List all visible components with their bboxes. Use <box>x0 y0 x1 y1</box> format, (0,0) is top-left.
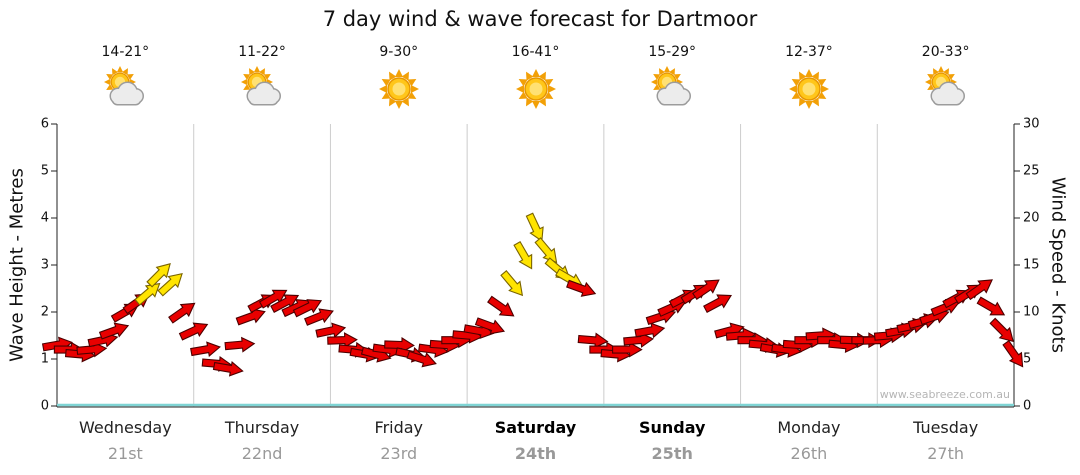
wind-arrow <box>566 279 597 297</box>
wind-arrow <box>612 341 643 358</box>
wind-arrow <box>212 360 244 377</box>
wind-arrow <box>178 322 209 341</box>
wind-arrow <box>487 295 515 317</box>
tick-label-left: 4 <box>40 210 49 226</box>
date-label: 25th <box>651 444 693 463</box>
day-label: Tuesday <box>913 418 979 437</box>
wind-arrow <box>703 294 733 314</box>
tick-label-right: 15 <box>1023 257 1040 273</box>
wind-arrow <box>634 322 666 339</box>
tick-label-left: 1 <box>40 351 49 367</box>
wind-arrow <box>168 302 196 324</box>
temp-range: 9-30° <box>379 44 419 60</box>
temp-range: 12-37° <box>785 44 833 60</box>
partly-cloudy-icon <box>241 66 282 106</box>
tick-label-right: 10 <box>1023 304 1040 320</box>
tick-label-left: 3 <box>40 257 49 273</box>
wind-arrow <box>327 332 358 349</box>
cloud-shape <box>931 83 964 104</box>
sunny-icon <box>378 69 419 109</box>
wind-arrow <box>525 212 544 242</box>
cloud-shape <box>658 83 690 104</box>
day-label: Monday <box>777 418 841 437</box>
temp-range: 11-22° <box>238 44 286 60</box>
sun-shape <box>378 69 419 109</box>
wind-arrow <box>292 299 323 318</box>
wind-arrow <box>270 294 300 314</box>
date-label: 26th <box>790 444 828 463</box>
page-title: 7 day wind & wave forecast for Dartmoor <box>322 7 758 31</box>
partly-cloudy-icon <box>651 66 692 106</box>
wind-arrow <box>989 317 1014 343</box>
wind-arrow <box>406 350 437 368</box>
temp-range: 16-41° <box>511 44 560 60</box>
wind-arrow <box>190 341 221 358</box>
wind-arrow <box>384 337 415 353</box>
cloud-shape <box>248 83 280 104</box>
tick-label-right: 30 <box>1023 116 1040 132</box>
day-label: Friday <box>374 418 424 437</box>
date-label: 27th <box>927 444 965 463</box>
watermark: www.seabreeze.com.au <box>879 388 1010 401</box>
day-label: Saturday <box>494 418 577 437</box>
wind-arrow <box>157 273 183 297</box>
sun-shape <box>788 69 829 109</box>
wind-arrow <box>224 336 256 353</box>
wind-arrow <box>146 263 171 288</box>
tick-label-left: 5 <box>40 163 49 179</box>
wind-arrow <box>303 308 334 326</box>
day-label: Thursday <box>224 418 300 437</box>
sunny-icon <box>515 69 556 109</box>
wind-arrow <box>134 282 161 306</box>
day-label: Sunday <box>638 418 706 437</box>
wind-arrow <box>1002 340 1024 368</box>
wind-arrow <box>98 322 130 340</box>
temp-range: 15-29° <box>648 44 697 60</box>
date-label: 24th <box>514 444 557 463</box>
tick-label-right: 0 <box>1023 398 1032 414</box>
wind-arrow <box>513 240 533 270</box>
wind-arrow <box>692 279 720 300</box>
temp-range: 20-33° <box>921 44 970 60</box>
tick-label-right: 25 <box>1023 163 1040 179</box>
wind-arrow <box>976 296 1006 316</box>
tick-label-left: 6 <box>40 116 49 132</box>
sunny-icon <box>788 69 829 109</box>
tick-label-right: 5 <box>1023 351 1032 367</box>
tick-label-left: 0 <box>40 398 49 414</box>
wind-arrow <box>315 322 347 339</box>
tick-label-left: 2 <box>40 304 49 320</box>
partly-cloudy-icon <box>924 66 965 106</box>
date-label: 23rd <box>380 444 418 463</box>
temp-range: 14-21° <box>101 44 150 60</box>
wind-arrow <box>577 332 609 349</box>
partly-cloudy-icon <box>104 66 145 106</box>
sun-shape <box>515 69 556 109</box>
date-label: 21st <box>107 444 143 463</box>
wind-arrow <box>965 279 993 301</box>
tick-label-right: 20 <box>1023 210 1040 226</box>
wind-arrow <box>474 317 506 335</box>
day-label: Wednesday <box>79 418 172 437</box>
cloud-shape <box>111 83 143 104</box>
date-label: 22nd <box>241 444 283 463</box>
wind-arrow <box>500 270 524 297</box>
wind-arrow <box>258 289 288 309</box>
